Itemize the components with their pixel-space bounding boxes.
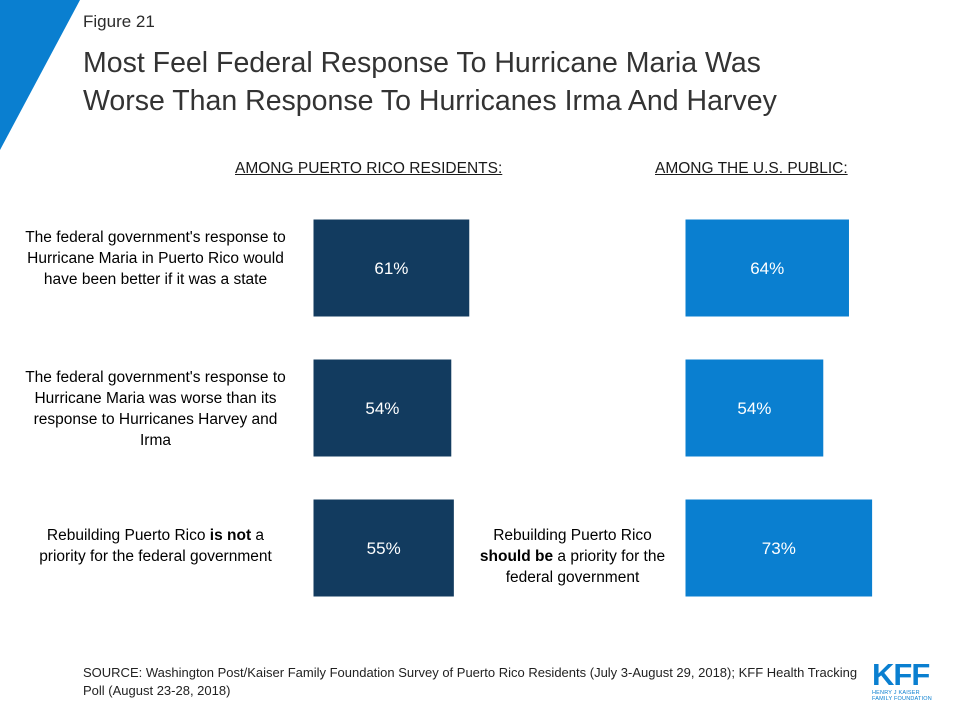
statement-text: a priority for the federal government	[39, 527, 272, 565]
statement-rebuilding-should-be-priority: Rebuilding Puerto Rico should be a prior…	[470, 525, 675, 588]
logo-line-2: FAMILY FOUNDATION	[872, 696, 932, 702]
bar-us-2	[684, 358, 825, 458]
figure-label: Figure 21	[83, 12, 155, 31]
bar-label-us-2: 54%	[737, 399, 771, 418]
statement-text: Rebuilding Puerto Rico	[493, 527, 652, 544]
title-line-1: Most Feel Federal Response To Hurricane …	[83, 47, 761, 79]
statement-rebuilding-not-priority: Rebuilding Puerto Rico is not a priority…	[28, 525, 283, 567]
bar-label-us-1: 64%	[750, 259, 784, 278]
bar-us-1	[684, 218, 850, 318]
logo-letters: KFF	[872, 657, 930, 692]
corner-decoration	[0, 0, 80, 150]
statement-emphasis: should be	[479, 548, 554, 565]
bar-us-3	[684, 498, 874, 598]
logo-line-1: HENRY J KAISER	[872, 690, 920, 696]
statement-worse-than-harvey-irma: The federal government's response to Hur…	[25, 369, 286, 449]
us-public-header: AMONG THE U.S. PUBLIC:	[655, 160, 848, 177]
source-note: SOURCE: Washington Post/Kaiser Family Fo…	[83, 665, 858, 698]
kff-logo: KFF HENRY J KAISER FAMILY FOUNDATION	[872, 657, 950, 702]
bar-pr-3	[312, 498, 455, 598]
statement-text: Rebuilding Puerto Rico	[46, 527, 210, 544]
bar-label-pr-3: 55%	[367, 539, 401, 558]
bar-pr-2	[312, 358, 453, 458]
statement-emphasis: not	[227, 527, 252, 544]
pr-residents-header: AMONG PUERTO RICO RESIDENTS:	[235, 160, 503, 177]
statement-emphasis: is	[209, 527, 223, 544]
statement-text: a priority for the federal government	[505, 548, 666, 586]
bar-pr-1	[312, 218, 471, 318]
bar-label-pr-2: 54%	[365, 399, 399, 418]
chart-title: Most Feel Federal Response To Hurricane …	[83, 44, 943, 120]
statement-better-if-state: The federal government's response to Hur…	[25, 229, 286, 288]
bar-label-pr-1: 61%	[374, 259, 408, 278]
bar-label-us-3: 73%	[762, 539, 796, 558]
title-line-2: Worse Than Response To Hurricanes Irma A…	[83, 85, 777, 117]
